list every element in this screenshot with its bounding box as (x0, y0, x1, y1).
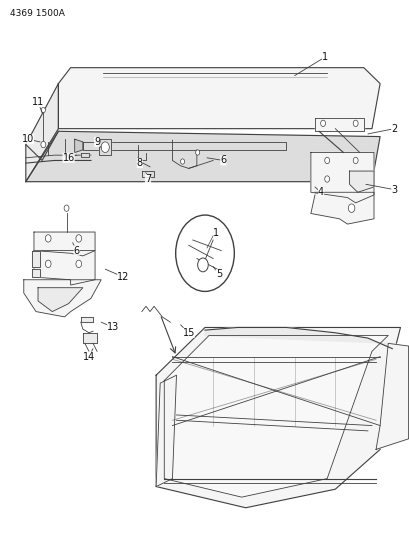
Polygon shape (83, 333, 97, 343)
Polygon shape (99, 139, 111, 155)
Polygon shape (26, 131, 379, 182)
Polygon shape (34, 251, 95, 285)
Polygon shape (349, 171, 373, 192)
Circle shape (175, 215, 234, 292)
Polygon shape (24, 280, 101, 317)
Polygon shape (310, 192, 373, 224)
Text: 16: 16 (62, 153, 76, 163)
Text: 9: 9 (94, 137, 101, 148)
Polygon shape (156, 375, 176, 487)
Text: 15: 15 (180, 325, 194, 338)
Circle shape (353, 120, 357, 126)
Circle shape (76, 260, 81, 268)
Polygon shape (58, 68, 379, 128)
Circle shape (197, 258, 208, 272)
Text: 4: 4 (314, 187, 324, 197)
Circle shape (180, 159, 184, 164)
Text: 5: 5 (213, 266, 221, 279)
Text: 3: 3 (365, 184, 396, 195)
Circle shape (195, 150, 199, 155)
Circle shape (324, 157, 329, 164)
Polygon shape (34, 232, 95, 256)
Circle shape (41, 108, 45, 113)
Polygon shape (74, 139, 83, 152)
Text: 14: 14 (83, 349, 95, 361)
Text: 8: 8 (137, 158, 143, 168)
Text: 12: 12 (105, 269, 129, 282)
Text: 10: 10 (22, 134, 40, 144)
Circle shape (101, 142, 109, 152)
Polygon shape (32, 269, 40, 277)
Circle shape (64, 205, 69, 212)
Polygon shape (314, 118, 363, 131)
Polygon shape (156, 327, 400, 508)
Polygon shape (32, 251, 40, 266)
Polygon shape (81, 153, 89, 157)
Polygon shape (310, 152, 373, 203)
Polygon shape (38, 288, 83, 312)
Polygon shape (83, 142, 286, 150)
Text: 1: 1 (213, 228, 219, 238)
Text: 7: 7 (144, 173, 151, 184)
Text: 11: 11 (32, 97, 44, 113)
Text: 6: 6 (207, 156, 226, 165)
Circle shape (76, 235, 81, 242)
Circle shape (353, 157, 357, 164)
Polygon shape (204, 327, 391, 349)
Text: 1: 1 (294, 52, 327, 76)
Polygon shape (26, 84, 58, 182)
Circle shape (320, 120, 325, 126)
Text: 13: 13 (101, 322, 119, 333)
Circle shape (348, 204, 354, 213)
Text: 6: 6 (72, 243, 80, 256)
Text: 4369 1500A: 4369 1500A (9, 10, 64, 18)
Polygon shape (164, 335, 387, 497)
Circle shape (45, 260, 51, 268)
Polygon shape (81, 317, 93, 322)
Polygon shape (375, 343, 408, 449)
Circle shape (45, 235, 51, 242)
Text: 2: 2 (367, 124, 396, 134)
Circle shape (41, 141, 46, 148)
Polygon shape (142, 171, 154, 177)
Circle shape (324, 176, 329, 182)
